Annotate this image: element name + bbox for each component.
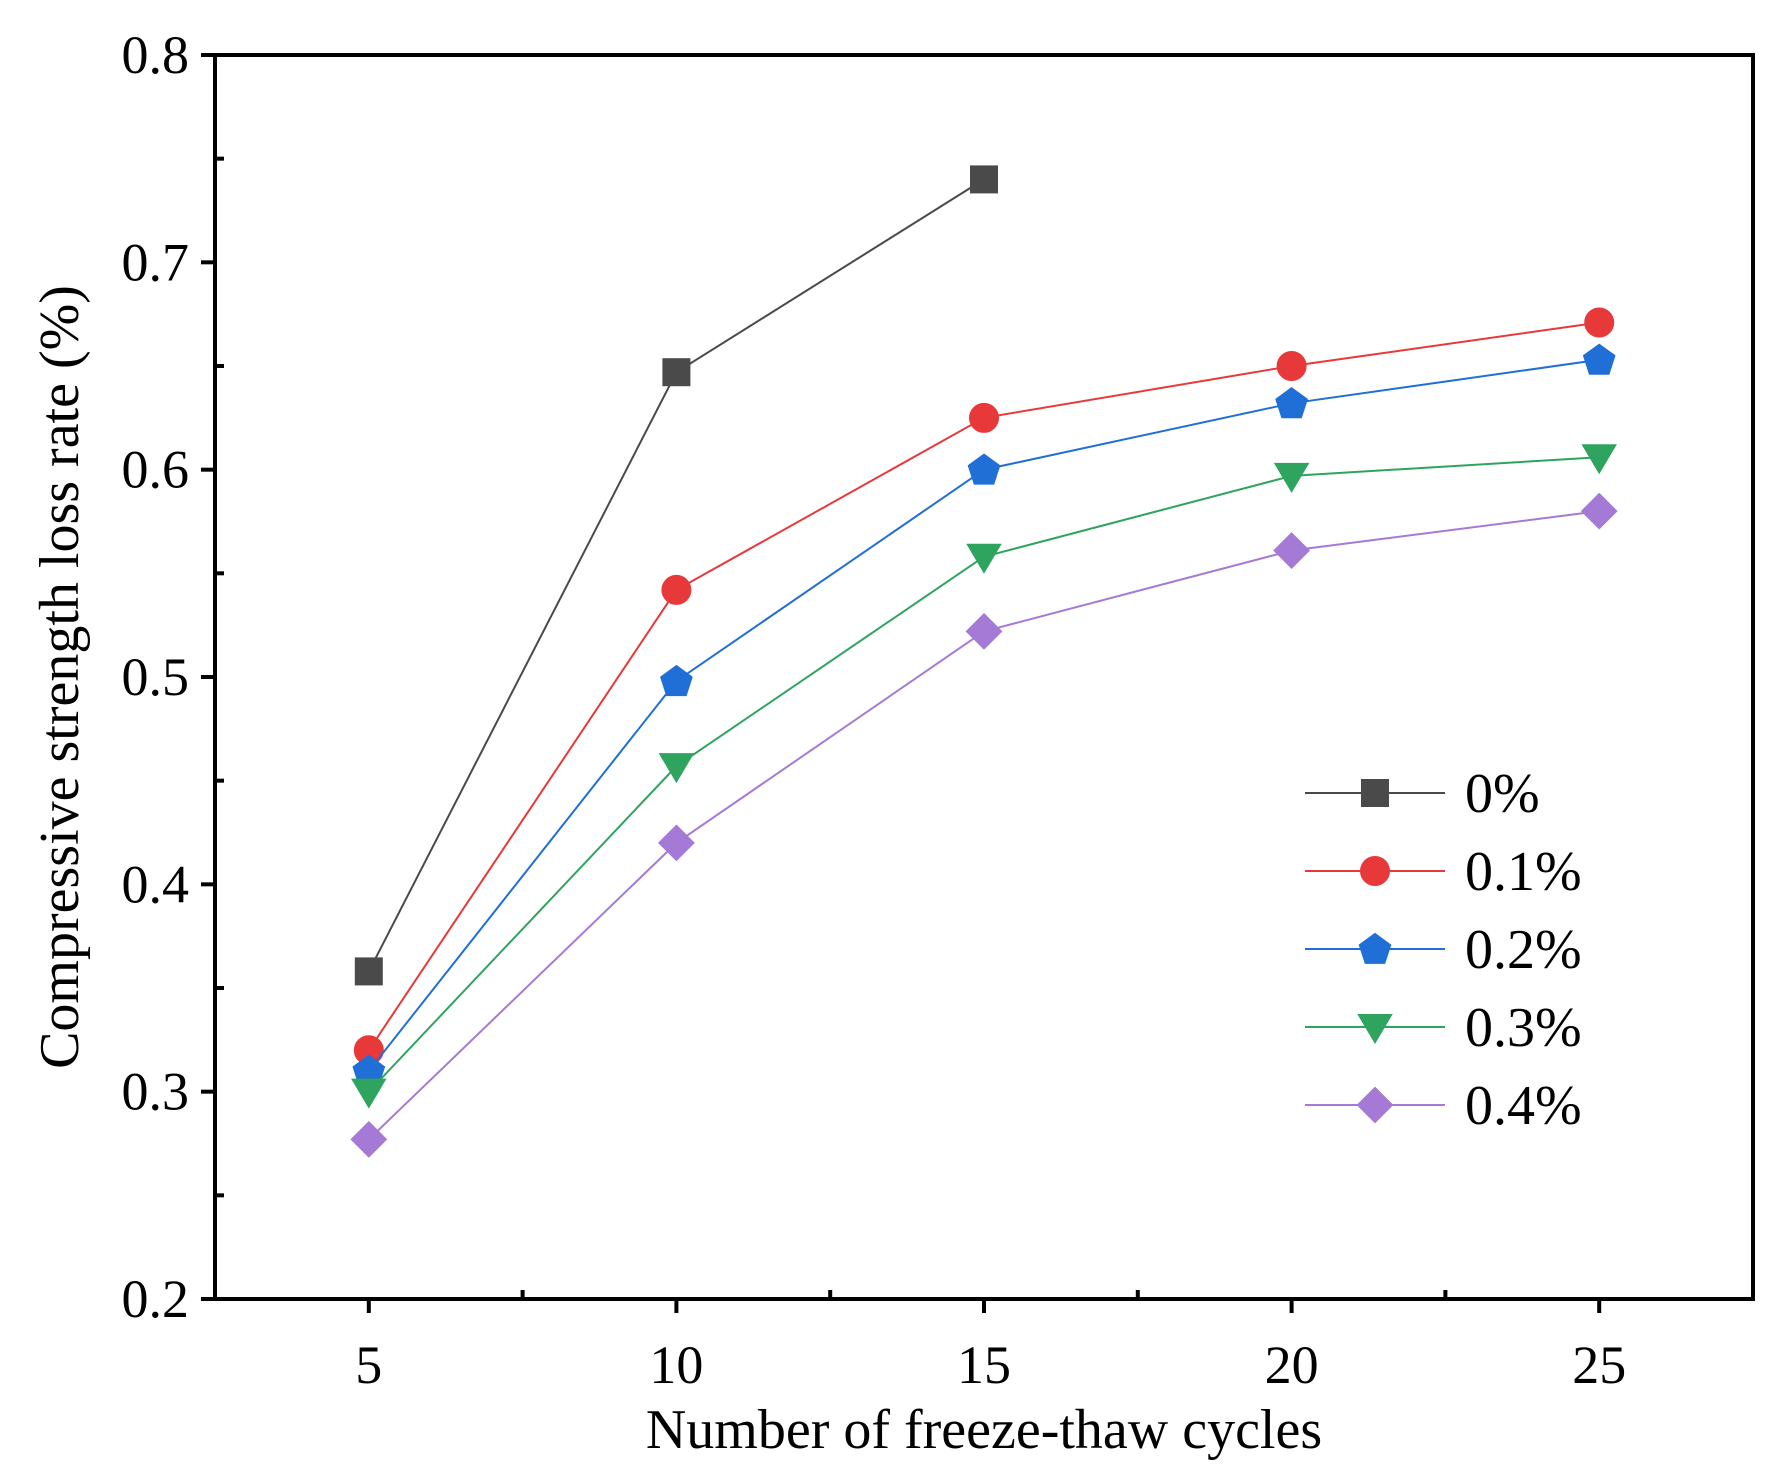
series-0.3% [351, 444, 1617, 1109]
y-tick-label: 0.7 [122, 232, 190, 292]
legend-marker [1360, 856, 1390, 886]
data-point [970, 165, 998, 194]
series-0.1% [353, 307, 1615, 1066]
x-tick-label: 25 [1572, 1335, 1626, 1395]
data-point [1581, 444, 1617, 475]
x-tick-label: 5 [355, 1335, 382, 1395]
data-point [1582, 343, 1616, 375]
data-point [661, 574, 692, 605]
series-0.2% [352, 343, 1616, 1086]
data-point [657, 824, 695, 862]
legend: 0% 0.1% 0.2% 0.3% 0.4% [1305, 763, 1582, 1137]
legend-marker [1358, 932, 1392, 964]
legend-label: 0.1% [1465, 841, 1582, 903]
legend-item: 0.2% [1305, 919, 1582, 981]
x-tick-label: 15 [957, 1335, 1011, 1395]
legend-item: 0.3% [1305, 997, 1582, 1059]
data-point [1276, 351, 1307, 381]
data-point [965, 612, 1003, 650]
legend-item: 0.4% [1305, 1075, 1582, 1137]
y-axis-title: Compressive strength loss rate (%) [29, 285, 91, 1069]
legend-item: 0% [1305, 763, 1540, 825]
x-tick-label: 20 [1265, 1335, 1319, 1395]
legend-label: 0.3% [1465, 997, 1582, 1059]
y-tick-label: 0.6 [122, 440, 190, 500]
data-point [967, 453, 1001, 485]
series-layer [350, 165, 1618, 1158]
legend-label: 0% [1465, 763, 1540, 825]
y-tick-label: 0.8 [122, 25, 190, 85]
axis-ticks [201, 53, 1602, 1313]
legend-label: 0.2% [1465, 919, 1582, 981]
series-0.4% [350, 492, 1618, 1158]
data-point [1273, 532, 1311, 569]
series-0% [354, 165, 998, 986]
y-tick-label: 0.3 [122, 1062, 190, 1122]
data-point [969, 402, 999, 433]
y-tick-label: 0.4 [122, 854, 190, 914]
legend-item: 0.1% [1305, 841, 1582, 903]
plot-frame [213, 53, 1755, 1301]
data-point [1580, 492, 1618, 530]
y-tick-label: 0.5 [122, 647, 190, 707]
x-tick-label: 10 [649, 1335, 703, 1395]
data-point [1273, 462, 1310, 493]
data-point [966, 543, 1002, 574]
data-point [1275, 387, 1308, 419]
legend-marker [1356, 1086, 1394, 1124]
x-axis-title: Number of freeze-thaw cycles [646, 1399, 1322, 1461]
y-tick-label: 0.2 [122, 1269, 190, 1329]
data-point [350, 1120, 388, 1158]
data-point [354, 957, 383, 986]
series-line [368, 510, 1600, 1141]
legend-marker [1357, 1014, 1393, 1044]
data-point [660, 664, 693, 697]
tick-labels: 5 10 15 20 25 0.2 0.3 0.4 0.5 0.6 0.7 0.8 [122, 25, 1627, 1395]
data-point [658, 753, 695, 784]
legend-label: 0.4% [1465, 1075, 1582, 1137]
legend-marker [1361, 779, 1389, 807]
data-point [1584, 307, 1615, 338]
data-point [351, 1078, 387, 1109]
data-point [662, 358, 691, 387]
